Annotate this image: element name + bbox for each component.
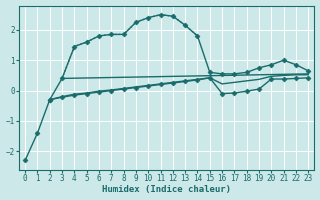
- X-axis label: Humidex (Indice chaleur): Humidex (Indice chaleur): [102, 185, 231, 194]
